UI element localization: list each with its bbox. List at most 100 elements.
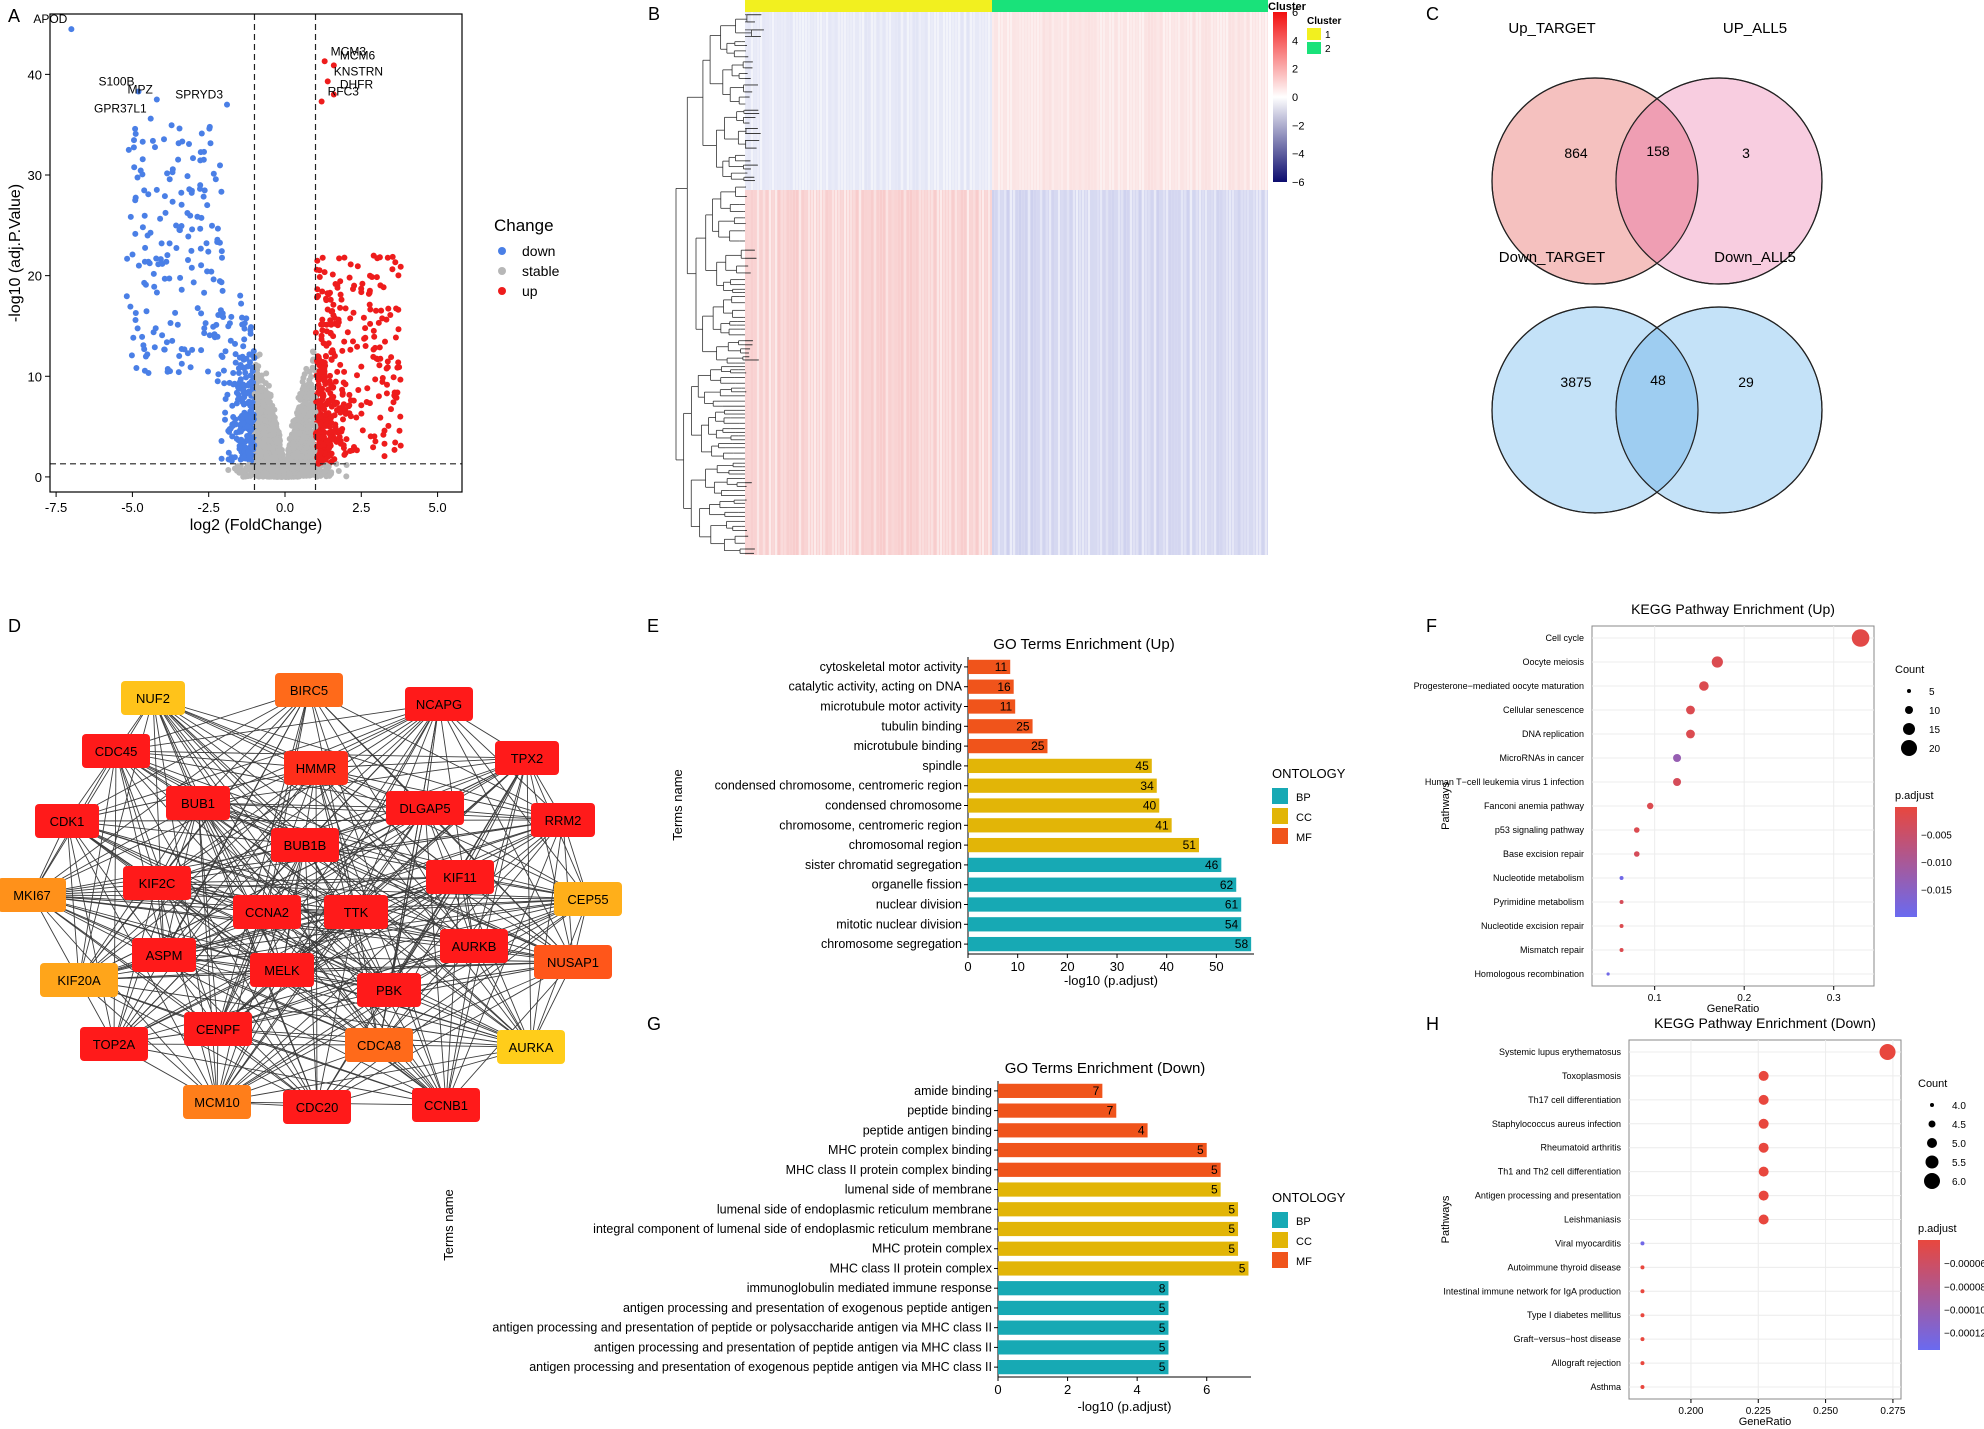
volcano-point-down xyxy=(201,325,208,332)
volcano-point-up xyxy=(321,370,328,377)
volcano-point-down xyxy=(201,148,207,155)
dot xyxy=(1758,1190,1769,1201)
volcano-point-labeled xyxy=(68,26,75,33)
volcano-point-stable xyxy=(271,420,277,427)
heatmap-stripe xyxy=(1133,12,1135,190)
dot xyxy=(1640,1265,1645,1270)
heatmap-stripe xyxy=(931,12,933,190)
heatmap-stripe xyxy=(995,12,997,190)
heatmap-stripe xyxy=(820,12,822,190)
category-label: chromosome segregation xyxy=(821,937,962,951)
bar-count-label: 5 xyxy=(1239,1262,1246,1276)
pathway-label: Viral myocarditis xyxy=(1555,1238,1621,1248)
dot xyxy=(1619,924,1624,928)
volcano-point-up xyxy=(339,426,346,432)
volcano-point-down xyxy=(179,138,186,145)
volcano-point-up xyxy=(337,361,344,368)
color-scale-label: −6 xyxy=(1292,177,1305,189)
legend-swatch xyxy=(1272,1252,1288,1268)
volcano-point-down xyxy=(232,340,238,347)
volcano-point-stable xyxy=(286,455,293,462)
volcano-point-down xyxy=(153,289,160,296)
heatmap-stripe xyxy=(778,12,780,190)
volcano-point-up xyxy=(354,263,361,270)
volcano-point-label: SPRYD3 xyxy=(175,88,223,102)
legend-swatch xyxy=(1272,808,1288,824)
pathway-label: Asthma xyxy=(1590,1382,1621,1392)
volcano-point-up xyxy=(389,253,396,260)
volcano-point-up xyxy=(327,372,333,379)
bar-count-label: 5 xyxy=(1159,1360,1166,1374)
heatmap-stripe xyxy=(1016,12,1018,190)
heatmap-stripe xyxy=(1175,12,1177,190)
heatmap-stripe xyxy=(829,12,831,190)
network-node-label: KIF11 xyxy=(443,870,477,885)
volcano-point-down xyxy=(132,317,139,323)
volcano-point-up xyxy=(341,338,348,345)
volcano-point-labeled xyxy=(318,98,325,105)
network-node-label: NCAPG xyxy=(416,697,462,712)
x-axis-label: -log10 (p.adjust) xyxy=(1064,973,1158,988)
heatmap-stripe xyxy=(883,190,885,555)
bar-count-label: 25 xyxy=(1016,719,1030,733)
color-legend-label: −0.005 xyxy=(1921,831,1952,842)
heatmap-stripe xyxy=(955,190,957,555)
category-label: nuclear division xyxy=(876,898,962,912)
bar-count-label: 5 xyxy=(1211,1163,1218,1177)
heatmap-stripe xyxy=(832,12,834,190)
volcano-point-down xyxy=(231,380,238,387)
volcano-point-down xyxy=(174,321,181,328)
volcano-point-up xyxy=(344,329,351,336)
volcano-point-up xyxy=(394,364,401,371)
volcano-point-up xyxy=(315,429,322,436)
volcano-point-up xyxy=(342,305,349,312)
volcano-point-up xyxy=(380,431,387,438)
volcano-point-up xyxy=(327,431,334,438)
heatmap-stripe xyxy=(922,12,924,190)
heatmap-stripe xyxy=(1238,190,1240,555)
heatmap-stripe xyxy=(928,190,930,555)
volcano-point-down xyxy=(240,454,247,461)
volcano-point-up xyxy=(380,284,387,291)
pathway-label: Intestinal immune network for IgA produc… xyxy=(1443,1286,1621,1296)
size-legend-label: 5.0 xyxy=(1952,1139,1966,1150)
volcano-point-down xyxy=(143,308,150,315)
volcano-point-cloud xyxy=(123,122,404,480)
heatmap-stripe xyxy=(1154,190,1156,555)
volcano-point-up xyxy=(320,340,327,347)
volcano-point-stable xyxy=(322,468,328,475)
volcano-point-up xyxy=(381,453,388,460)
volcano-point-up xyxy=(315,381,322,388)
heatmap-stripe xyxy=(754,190,756,555)
heatmap-stripe xyxy=(940,190,942,555)
volcano-point-down xyxy=(230,370,237,376)
category-label: microtubule binding xyxy=(854,739,962,753)
volcano-point-up xyxy=(387,312,394,318)
volcano-point-up xyxy=(374,255,381,262)
volcano-point-down xyxy=(241,336,248,343)
volcano-point-stable xyxy=(303,444,310,451)
x-tick-label: 30 xyxy=(1110,959,1124,974)
volcano-point-down xyxy=(186,141,192,147)
volcano-point-down xyxy=(226,320,233,327)
volcano-point-stable xyxy=(266,413,273,420)
x-axis-label: GeneRatio xyxy=(1739,1416,1792,1428)
bar xyxy=(968,936,1252,952)
heatmap-stripe xyxy=(880,190,882,555)
volcano-point-down xyxy=(246,398,252,405)
heatmap-stripe xyxy=(883,12,885,190)
volcano-point-stable xyxy=(242,473,249,480)
volcano-point-down xyxy=(132,310,139,316)
heatmap-stripe xyxy=(826,190,828,555)
volcano-point-up xyxy=(314,357,320,364)
volcano-point-down xyxy=(168,122,175,129)
volcano-point-down xyxy=(210,276,217,283)
volcano-point-down xyxy=(214,378,221,385)
volcano-point-down xyxy=(150,270,157,277)
volcano-point-down xyxy=(235,384,242,391)
volcano-point-down xyxy=(221,380,228,387)
volcano-point-up xyxy=(378,307,385,314)
heatmap-stripe xyxy=(1127,190,1129,555)
bar-count-label: 61 xyxy=(1225,898,1239,912)
heatmap-stripe xyxy=(1154,12,1156,190)
